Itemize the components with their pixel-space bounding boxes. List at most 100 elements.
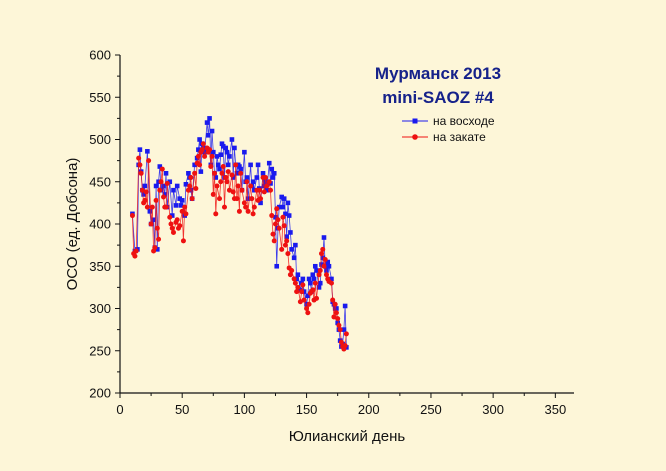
series-line-sunrise [132, 118, 347, 348]
data-point-sunset [244, 179, 250, 185]
data-point-sunset [235, 183, 241, 189]
chart-title-line-1: Мурманск 2013 [375, 64, 501, 83]
data-point-sunrise [270, 175, 276, 180]
data-point-sunset [234, 196, 240, 202]
data-point-sunset [189, 196, 195, 202]
data-point-sunset [343, 331, 349, 337]
data-point-sunrise [316, 285, 322, 290]
y-tick-label: 500 [89, 132, 111, 147]
data-point-sunset [258, 196, 264, 202]
data-point-sunrise [238, 166, 243, 172]
data-point-sunrise [311, 276, 317, 282]
data-point-sunset [157, 187, 163, 193]
data-point-sunset [292, 280, 298, 286]
data-point-sunrise [229, 137, 235, 142]
data-point-sunrise [167, 179, 173, 185]
data-point-sunset [220, 164, 226, 170]
data-point-sunset [314, 295, 320, 301]
data-point-sunset [291, 276, 297, 282]
data-point-sunrise [171, 187, 176, 193]
data-point-sunset [272, 221, 278, 227]
data-point-sunrise [198, 169, 204, 174]
legend-entry-sunset: на закате [402, 130, 486, 144]
data-point-sunset [158, 179, 164, 185]
data-point-sunset [195, 153, 201, 159]
data-point-sunset [295, 284, 301, 290]
data-point-sunset [136, 155, 142, 161]
data-point-sunrise [255, 162, 261, 168]
y-tick-label: 550 [89, 90, 111, 105]
x-ticks: 0 50 100 150 200 250 300 350 [116, 393, 566, 417]
data-point-sunset [142, 197, 148, 203]
data-point-sunrise [142, 183, 148, 189]
data-point-sunrise [214, 154, 220, 159]
data-point-sunrise [300, 276, 306, 282]
data-point-sunrise [295, 272, 301, 277]
data-point-sunrise [284, 234, 289, 239]
data-point-sunset [276, 225, 282, 231]
data-point-sunset [132, 253, 138, 259]
data-point-sunrise [312, 263, 318, 269]
data-point-sunset [183, 211, 189, 217]
data-point-sunset [330, 297, 336, 303]
data-point-sunrise [173, 203, 179, 208]
data-point-sunrise [162, 192, 168, 197]
data-point-sunset [137, 162, 143, 168]
data-point-sunset [174, 217, 180, 223]
x-tick-label: 150 [296, 402, 318, 417]
data-point-sunset [305, 310, 311, 316]
data-point-sunrise [269, 166, 275, 172]
data-point-sunrise [225, 162, 231, 168]
data-point-sunset [282, 242, 288, 248]
y-tick-label: 600 [89, 48, 111, 63]
data-point-sunrise [245, 196, 251, 201]
data-point-sunrise [321, 235, 327, 240]
data-point-sunset [241, 200, 247, 206]
data-point-sunrise [218, 152, 224, 158]
data-point-sunset [144, 204, 150, 210]
data-point-sunset [168, 221, 174, 227]
data-point-sunset [269, 213, 275, 219]
data-point-sunset [226, 187, 232, 193]
data-point-sunset [148, 221, 154, 227]
data-point-sunset [279, 246, 285, 252]
data-point-sunset [331, 314, 337, 320]
series-layer [129, 116, 349, 352]
data-point-sunset [233, 162, 239, 168]
data-point-sunrise [153, 183, 159, 189]
data-point-sunset [317, 267, 323, 273]
data-point-sunset [207, 147, 213, 153]
data-point-sunset [149, 204, 155, 210]
data-point-sunset [210, 191, 216, 197]
data-point-sunset [156, 236, 162, 242]
data-point-sunset [239, 187, 245, 193]
y-tick-label: 350 [89, 259, 111, 274]
data-point-sunrise [291, 255, 297, 261]
data-point-sunset [301, 297, 307, 303]
data-point-sunset [213, 211, 219, 217]
data-point-sunset [163, 204, 169, 210]
data-point-sunrise [260, 171, 266, 176]
data-point-sunrise [335, 320, 340, 326]
data-point-sunset [322, 256, 328, 262]
data-point-sunset [250, 211, 256, 217]
data-point-sunrise [210, 149, 216, 155]
data-point-sunrise [248, 162, 253, 168]
data-point-sunset [218, 179, 224, 185]
data-point-sunset [261, 189, 267, 195]
data-point-sunrise [192, 162, 197, 168]
data-point-sunrise [326, 263, 332, 269]
data-point-sunrise [220, 143, 226, 149]
data-point-sunrise [209, 128, 215, 134]
data-point-sunset [200, 141, 206, 147]
data-point-sunset [152, 245, 158, 251]
data-point-sunset [264, 183, 270, 189]
data-point-sunset [193, 186, 199, 192]
data-point-sunrise [285, 200, 291, 206]
data-point-sunset [192, 170, 198, 176]
data-point-sunrise [271, 171, 277, 176]
data-point-sunset [270, 231, 276, 237]
data-point-sunrise [280, 204, 286, 210]
data-point-sunset [266, 179, 272, 185]
